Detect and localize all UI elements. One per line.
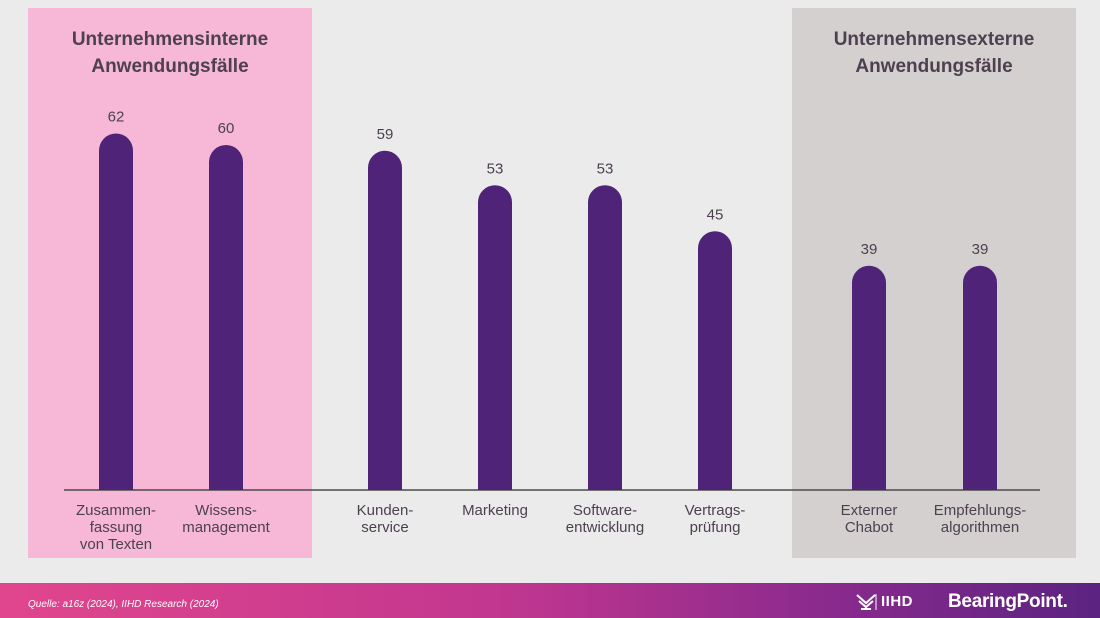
value-label: 45 — [707, 206, 724, 223]
value-label: 62 — [108, 109, 125, 126]
internal-use-cases-panel: Unternehmensinterne Anwendungsfälle — [28, 8, 312, 558]
category-label: Marketing — [462, 502, 528, 519]
category-label: Externer Chabot — [841, 502, 898, 536]
iihd-emblem-icon — [856, 594, 877, 610]
category-label: Zusammen-fassung von Texten — [76, 502, 156, 553]
category-label: Kunden-service — [357, 502, 414, 536]
external-panel-title: Unternehmensexterne Anwendungsfälle — [833, 29, 1035, 77]
category-label: Empfehlungs-algorithmen — [934, 502, 1027, 536]
category-label: Vertrags-prüfung — [685, 502, 746, 536]
bar-chart: 62 Zusammen-fassung von Texten 60 Wissens-ma… — [64, 109, 1040, 553]
external-use-cases-panel: Unternehmensexterne Anwendungsfälle — [792, 8, 1076, 558]
internal-panel-title: Unternehmensinterne Anwendungsfälle — [71, 29, 269, 77]
iihd-logo: IIHD — [855, 593, 913, 611]
bar — [852, 265, 886, 490]
value-label: 53 — [487, 160, 504, 177]
bar — [588, 185, 622, 490]
bar — [209, 145, 243, 490]
bar — [698, 231, 732, 490]
iihd-logo-text: IIHD — [881, 593, 913, 610]
source-note: Quelle: a16z (2024), IIHD Research (2024… — [28, 599, 219, 610]
value-label: 39 — [972, 241, 989, 258]
bar — [478, 185, 512, 490]
bar — [368, 150, 402, 490]
bar — [963, 265, 997, 490]
value-label: 53 — [597, 160, 614, 177]
footer-bar: Quelle: a16z (2024), IIHD Research (2024… — [0, 583, 1100, 618]
bearingpoint-logo: BearingPoint. — [948, 591, 1068, 612]
bar — [99, 133, 133, 490]
category-label: Wissens-management — [182, 502, 270, 536]
category-label: Software-entwicklung — [566, 502, 644, 536]
value-label: 39 — [861, 241, 878, 258]
value-label: 59 — [377, 126, 394, 143]
value-label: 60 — [218, 120, 235, 137]
